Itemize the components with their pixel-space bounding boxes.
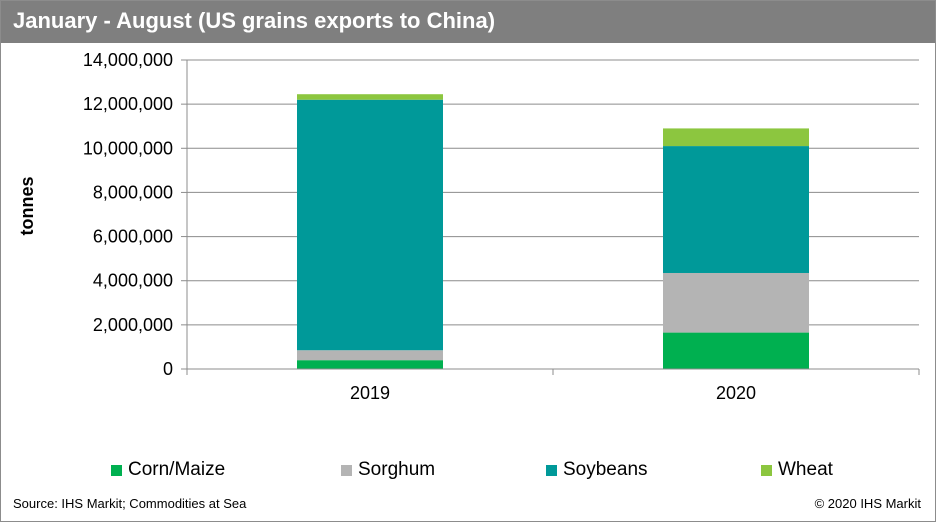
- x-tick-label: 2020: [716, 383, 756, 403]
- bar-soybeans-2020: [663, 146, 809, 273]
- bar-wheat-2020: [663, 128, 809, 147]
- x-tick-label: 2019: [350, 383, 390, 403]
- y-tick-label: 12,000,000: [83, 94, 173, 114]
- chart-plot: 0 2,000,000 4,000,000 6,000,000 8,000,000 10,…: [17, 50, 920, 403]
- bar-soybeans-2019: [297, 99, 443, 351]
- legend-label: Soybeans: [563, 459, 648, 480]
- bar-wheat-2019: [297, 94, 443, 100]
- y-axis-label: tonnes: [17, 176, 37, 235]
- y-tick-label: 4,000,000: [93, 271, 173, 291]
- legend-label: Sorghum: [358, 459, 436, 480]
- legend-swatch: [341, 464, 352, 476]
- bar-sorghum-2020: [663, 272, 809, 333]
- chart-legend: Corn/Maize Sorghum Soybeans Wheat: [1, 459, 935, 481]
- legend-label: Wheat: [778, 459, 833, 480]
- legend-swatch: [761, 464, 772, 476]
- copyright-note: © 2020 IHS Markit: [814, 496, 921, 511]
- legend-item-soybeans: Soybeans: [546, 459, 648, 481]
- bar-sorghum-2019: [297, 350, 443, 361]
- title-bar: January - August (US grains exports to C…: [1, 1, 935, 43]
- legend-item-wheat: Wheat: [761, 459, 833, 481]
- bar-corn-maize-2019: [297, 360, 443, 369]
- source-note: Source: IHS Markit; Commodities at Sea: [13, 496, 247, 511]
- legend-item-corn-maize: Corn/Maize: [111, 459, 225, 481]
- y-tick-label: 10,000,000: [83, 138, 173, 158]
- y-tick-label: 0: [163, 359, 173, 379]
- legend-label: Corn/Maize: [128, 459, 226, 480]
- legend-item-sorghum: Sorghum: [341, 459, 435, 481]
- legend-swatch: [546, 464, 557, 476]
- chart-title: January - August (US grains exports to C…: [13, 8, 496, 33]
- y-tick-label: 6,000,000: [93, 227, 173, 247]
- bar-corn-maize-2020: [663, 332, 809, 369]
- y-tick-label: 14,000,000: [83, 50, 173, 70]
- y-tick-label: 2,000,000: [93, 315, 173, 335]
- legend-swatch: [111, 464, 122, 476]
- y-tick-label: 8,000,000: [93, 182, 173, 202]
